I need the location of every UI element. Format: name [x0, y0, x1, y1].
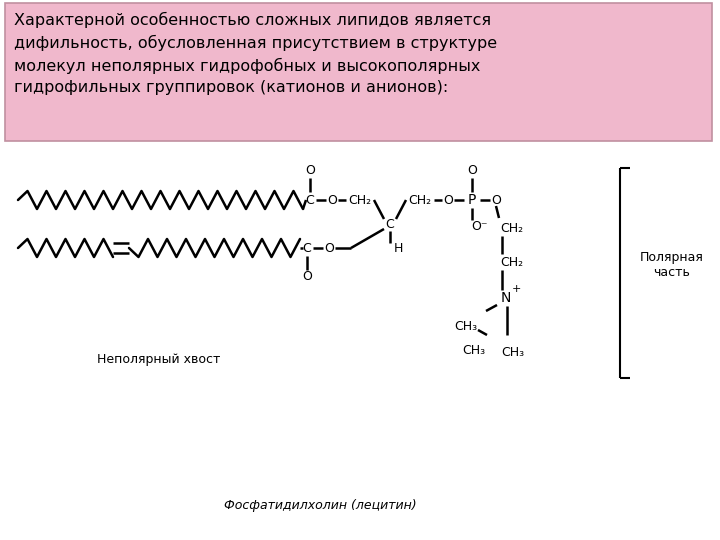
Text: H: H — [393, 241, 402, 254]
Text: O: O — [443, 193, 453, 206]
Text: CH₃: CH₃ — [462, 343, 485, 356]
Text: O: O — [324, 241, 334, 254]
Text: O: O — [302, 271, 312, 284]
Text: P: P — [468, 193, 476, 207]
Text: N: N — [501, 291, 511, 305]
Text: O: O — [491, 193, 501, 206]
Text: Полярная
часть: Полярная часть — [640, 251, 704, 279]
Text: O: O — [327, 193, 337, 206]
Text: CH₂: CH₂ — [500, 255, 523, 268]
Text: C: C — [305, 193, 315, 206]
Text: +: + — [511, 284, 521, 294]
Text: CH₂: CH₂ — [348, 193, 372, 206]
Text: Фосфатидилхолин (лецитин): Фосфатидилхолин (лецитин) — [224, 498, 416, 511]
Text: Характерной особенностью сложных липидов является
дифильность, обусловленная при: Характерной особенностью сложных липидов… — [14, 12, 497, 94]
Text: O: O — [305, 165, 315, 178]
FancyBboxPatch shape — [5, 3, 712, 141]
Text: CH₃: CH₃ — [454, 320, 477, 333]
Text: C: C — [386, 218, 395, 231]
Text: O⁻: O⁻ — [472, 220, 488, 233]
Text: Неполярный хвост: Неполярный хвост — [97, 354, 220, 367]
Text: C: C — [302, 241, 311, 254]
Text: CH₂: CH₂ — [408, 193, 431, 206]
Text: CH₃: CH₃ — [501, 347, 525, 360]
Text: O: O — [467, 165, 477, 178]
Text: CH₂: CH₂ — [500, 221, 523, 234]
